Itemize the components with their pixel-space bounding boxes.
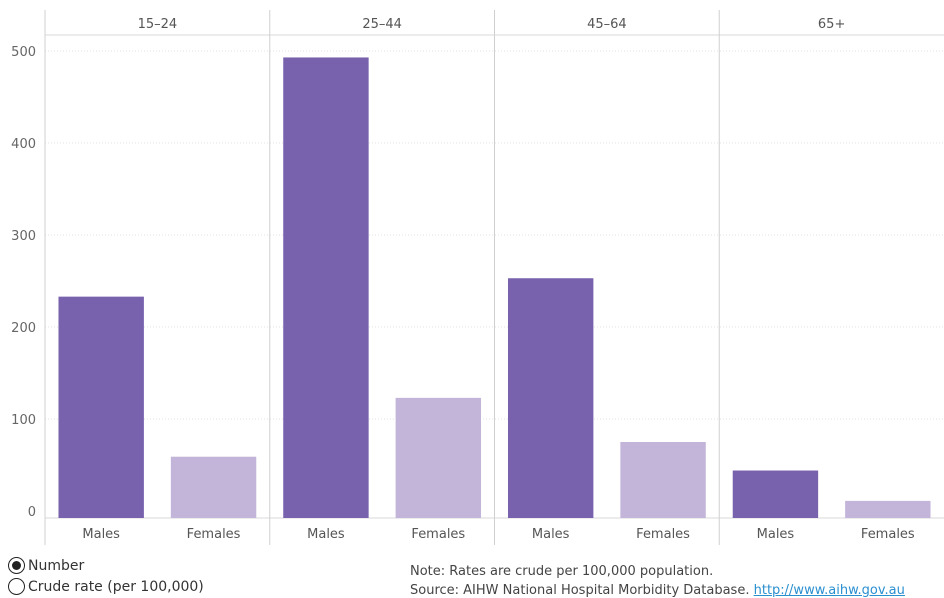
footer-note: Note: Rates are crude per 100,000 popula… <box>410 564 714 579</box>
y-tick-label: 400 <box>11 137 36 152</box>
bar-chart: 0 100 200 300 400 500 15–24 Males Females 25–44 Ma… <box>11 10 944 545</box>
x-tick-label: Females <box>636 527 690 542</box>
radio-crude-rate[interactable]: Crude rate (per 100,000) <box>8 578 204 595</box>
radio-number-label: Number <box>28 557 85 574</box>
x-tick-label: Females <box>411 527 465 542</box>
x-tick-label: Males <box>82 527 120 542</box>
group-header-label: 45–64 <box>587 17 627 32</box>
y-tick-label: 100 <box>11 413 36 428</box>
footer-source-text: Source: AIHW National Hospital Morbidity… <box>410 583 750 598</box>
x-tick-label: Males <box>532 527 570 542</box>
radio-crude-rate-label: Crude rate (per 100,000) <box>28 578 204 595</box>
x-tick-label: Females <box>861 527 915 542</box>
bar-females-3 <box>620 442 706 518</box>
radio-number[interactable]: Number <box>8 557 84 574</box>
bar-males-1 <box>58 296 144 518</box>
radio-number-indicator[interactable] <box>8 557 25 574</box>
x-tick-label: Males <box>757 527 795 542</box>
source-link[interactable]: http://www.aihw.gov.au <box>753 583 905 598</box>
group-header-label: 65+ <box>818 17 845 32</box>
bar-females-4 <box>845 500 931 518</box>
bar-females-1 <box>170 456 257 518</box>
group-header-label: 15–24 <box>138 17 178 32</box>
group-header-label: 25–44 <box>362 17 402 32</box>
y-tick-label: 300 <box>11 229 36 244</box>
y-tick-label: 200 <box>11 321 36 336</box>
radio-crude-rate-indicator[interactable] <box>8 578 25 595</box>
bar-males-4 <box>732 470 819 518</box>
y-tick-label: 500 <box>11 45 36 60</box>
bar-females-2 <box>395 397 482 518</box>
footer-source: Source: AIHW National Hospital Morbidity… <box>410 583 905 598</box>
bar-males-3 <box>507 278 594 518</box>
x-tick-label: Females <box>187 527 241 542</box>
y-tick-label: 0 <box>28 505 36 520</box>
bar-males-2 <box>283 57 369 518</box>
x-tick-label: Males <box>307 527 345 542</box>
